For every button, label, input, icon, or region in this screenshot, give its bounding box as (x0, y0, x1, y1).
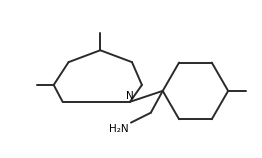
Text: N: N (126, 91, 134, 101)
Text: H₂N: H₂N (110, 124, 129, 134)
